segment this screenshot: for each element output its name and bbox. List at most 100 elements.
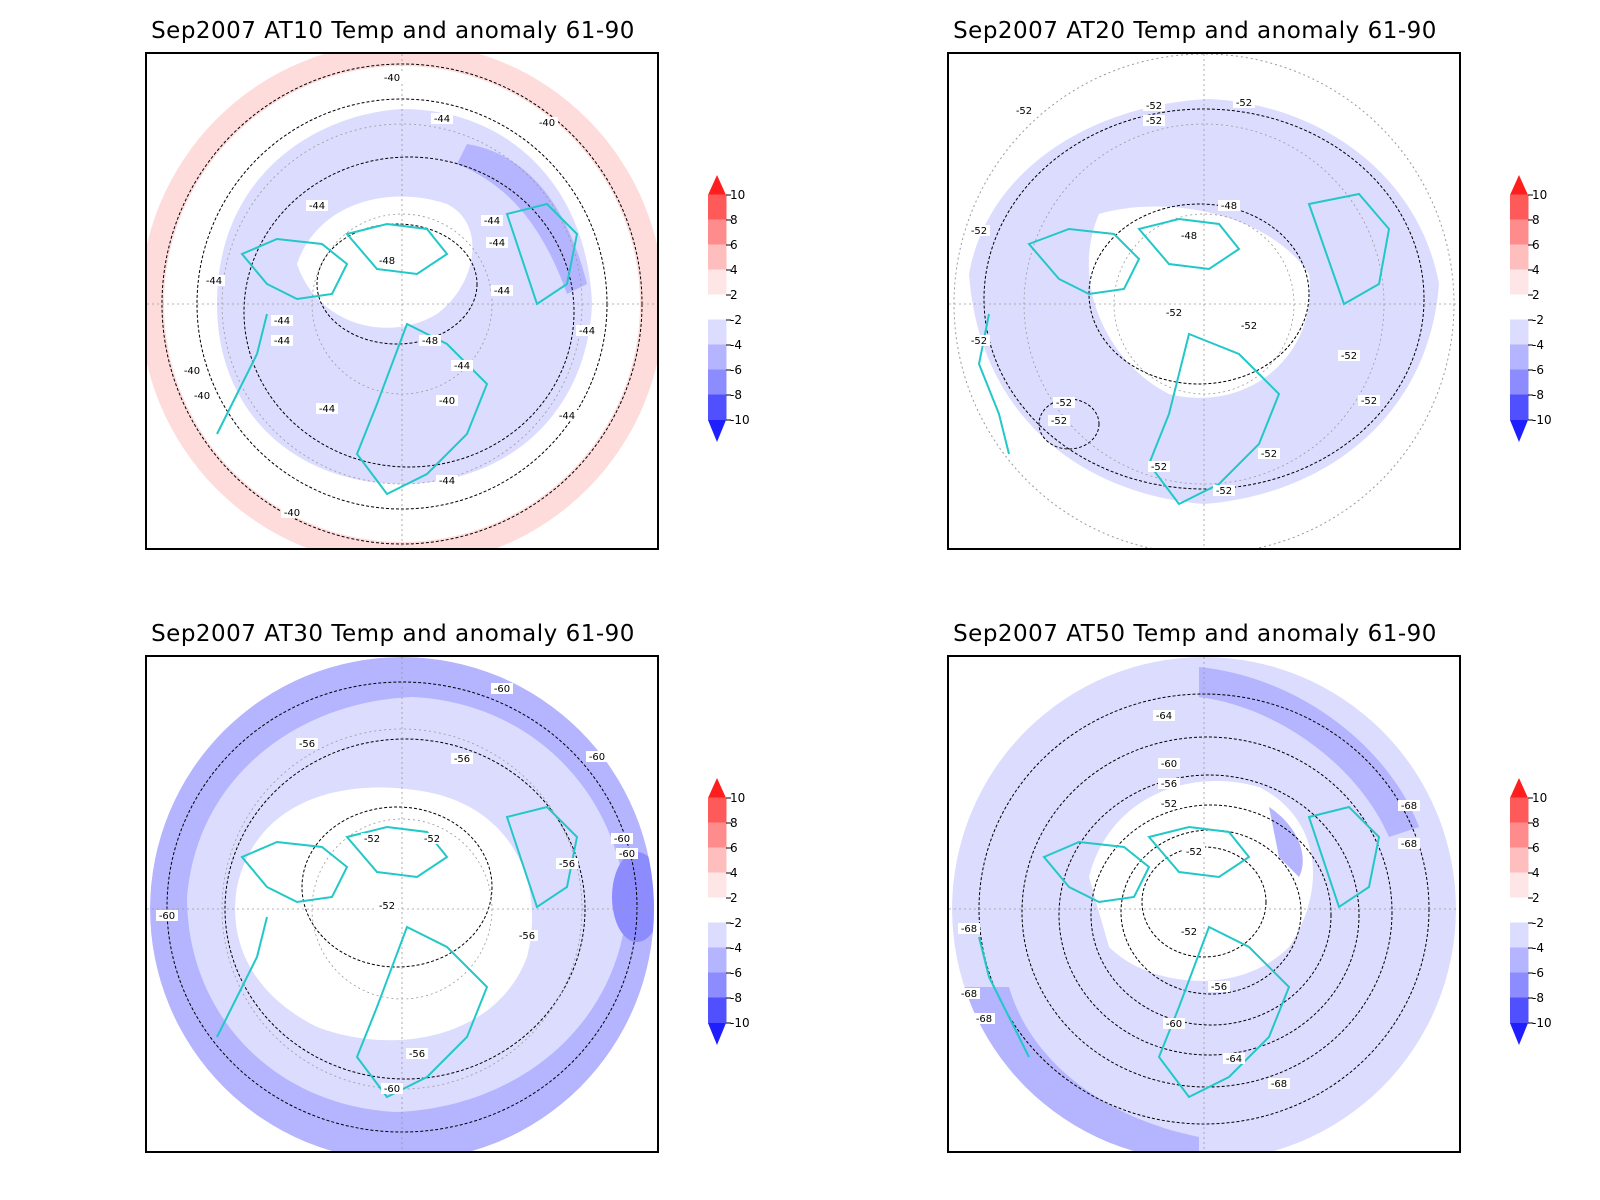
grid-at20 [949,54,1459,548]
colorbar-canvas: 10 8 6 4 2 -2 -4 -6 -8 -10 [708,778,750,1045]
map-at50-canvas: -64 -60 -56 -52 -52 -52 -56 -60 -64 -68 -68 -68 -68 -… [949,657,1459,1151]
contour-label: -52 [1016,106,1032,117]
colorbar-tick-label: 6 [730,238,738,252]
colorbar-segment [1510,269,1529,296]
colorbar-segment [1510,872,1529,899]
colorbar-segment [1510,219,1529,246]
colorbar-tick-label: 2 [730,891,738,905]
map-at10-canvas: -40 -40 -44 -44 -44 -44 -44 -44 -48 -48 -44 -44 -44 -… [147,54,657,548]
contour-label-bg [1153,710,1175,721]
contour-label-bg [381,72,403,83]
contour-label-bg [156,910,178,921]
contour-label: -52 [971,336,987,347]
colorbar-tick-label: -8 [1532,388,1544,402]
colorbar-segment [708,922,727,949]
contour-label-bg [181,365,203,376]
grid-at50 [949,657,1459,1151]
coastlines-at20 [977,192,1391,506]
contour-label: -60 [494,684,510,695]
contour-label-bg [451,360,473,371]
colorbar-tick-label: -10 [730,413,750,427]
contour-label: -44 [319,404,335,415]
colorbar-tick-label: 10 [730,791,745,805]
contour-label-bg [1048,415,1070,426]
contour-label-bg [281,507,303,518]
contour-label-bg [1158,778,1180,789]
contour-label: -44 [559,411,575,422]
contour-label: -52 [1161,799,1177,810]
colorbar-canvas: 10 8 6 4 2 -2 -4 -6 -8 -10 [1510,778,1552,1045]
colorbar-segment [708,294,727,321]
contour-label-bg [556,410,578,421]
colorbar-segment [1510,344,1529,371]
contour-label: -56 [559,859,575,870]
contour-label: -56 [299,739,315,750]
contour-label: -52 [1361,396,1377,407]
contour-label-bg [1183,846,1205,857]
contour-label-bg [1158,798,1180,809]
contour-label: -52 [1151,462,1167,473]
colorbar-top-right: 10 8 6 4 2 -2 -4 -6 -8 -10 [1510,175,1580,465]
coastlines-at10 [216,202,579,496]
contour-label-bg [381,1083,403,1094]
colorbar-bottom-left: 10 8 6 4 2 -2 -4 -6 -8 -10 [708,778,778,1068]
contour-label: -52 [1181,927,1197,938]
colorbar-segment [708,369,727,396]
contour-label: -40 [384,73,400,84]
contour-label: -64 [1226,1054,1242,1065]
contour-label: -48 [1181,231,1197,242]
contour-label-bg [1053,397,1075,408]
contour-label: -52 [424,834,440,845]
contour-label-bg [451,753,473,764]
contour-label-bg [271,315,293,326]
contour-label-bg [491,683,513,694]
colorbar-arrow-top [1510,778,1528,798]
contour-label: -64 [1156,711,1172,722]
contour-label: -40 [184,366,200,377]
colorbar-canvas: 10 8 6 4 2 -2 -4 -6 -8 -10 [1510,175,1552,442]
colorbar-tick-label: -8 [1532,991,1544,1005]
colorbar-segment [1510,922,1529,949]
colorbar-segment [1510,244,1529,271]
colorbar-segment [1510,897,1529,924]
colorbar-segment [1510,319,1529,346]
colorbar-tick-label: -2 [1532,313,1544,327]
colorbar-tick-label: -10 [1532,1016,1552,1030]
contour-label: -52 [1236,98,1252,109]
contour-label-bg [968,225,990,236]
colorbar-arrow-top [708,778,726,798]
contour-label-bg [1398,838,1420,849]
colorbar-tick-label: -6 [1532,363,1544,377]
contour-label: -44 [206,276,222,287]
colorbar-segment [708,194,727,221]
contour-label: -44 [454,361,470,372]
colorbar-tick-label: 6 [1532,841,1540,855]
contour-label: -40 [284,508,300,519]
contour-label-bg [436,475,458,486]
contour-label-bg [1163,1018,1185,1029]
contour-label: -56 [409,1049,425,1060]
contour-label: -40 [194,391,210,402]
contour-label-bg [1178,926,1200,937]
contour-label-bg [1208,981,1230,992]
colorbar-segment [708,897,727,924]
contour-label: -40 [539,118,555,129]
contour-label: -52 [1341,351,1357,362]
colorbar-tick-label: 4 [1532,263,1540,277]
colorbar-tick-label: 6 [730,841,738,855]
contour-label-bg [1238,320,1260,331]
colorbar-tick-label: 2 [1532,891,1540,905]
contour-label: -44 [439,476,455,487]
colorbar-tick-label: 2 [1532,288,1540,302]
contour-label-bg [1158,758,1180,769]
colorbar-tick-label: -6 [730,363,742,377]
map-at20: -52 -52 -52 -52 -48 -48 -52 -52 -52 -52 -52 -52 -52 -… [947,52,1461,550]
colorbar-segment [1510,822,1529,849]
contour-label-bg [306,200,328,211]
contour-label: -68 [961,989,977,1000]
colorbar-segment [1510,294,1529,321]
colorbar-tick-label: -10 [730,1016,750,1030]
contour-label-bg [556,858,578,869]
colorbar-tick-label: -6 [1532,966,1544,980]
colorbar-segment [708,269,727,296]
